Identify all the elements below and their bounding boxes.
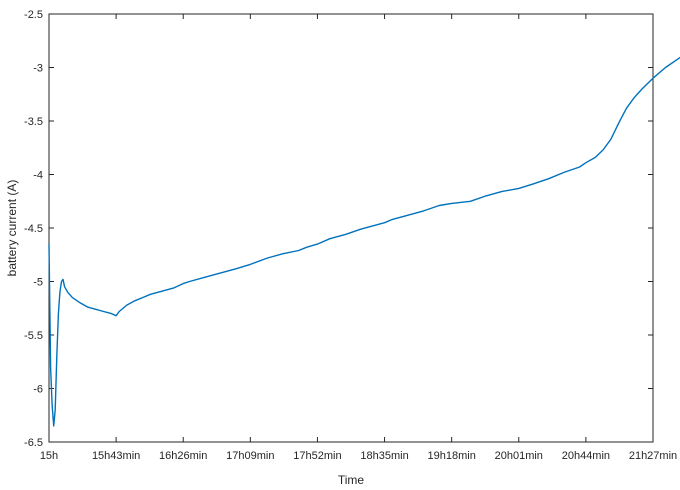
series-line [48, 56, 680, 427]
x-tick-label: 21h27min [629, 450, 677, 462]
x-tick-label: 20h44min [562, 450, 610, 462]
y-tick-label: -6 [33, 384, 43, 396]
x-axis-label: Time [338, 473, 365, 487]
y-tick-label: -6.5 [24, 437, 43, 449]
y-tick-label: -3.5 [24, 116, 43, 128]
x-axis: 15h 15h43min 16h26min 17h09min 17h52min 18h35… [40, 14, 677, 462]
y-tick-label: -4 [33, 170, 43, 182]
y-axis: -2.5 -3 -3.5 -4 -4.5 -5 -5.5 -6 -6.5 [24, 9, 653, 449]
y-tick-label: -5 [33, 277, 43, 289]
y-axis-label: battery current (A) [5, 180, 19, 277]
x-tick-label: 15h [40, 450, 58, 462]
y-tick-label: -2.5 [24, 9, 43, 21]
x-tick-label: 15h43min [92, 450, 140, 462]
y-tick-label: -5.5 [24, 330, 43, 342]
x-tick-label: 20h01min [495, 450, 543, 462]
x-tick-label: 19h18min [428, 450, 476, 462]
y-tick-label: -4.5 [24, 223, 43, 235]
y-tick-label: -3 [33, 63, 43, 75]
plot-area [48, 13, 654, 443]
x-tick-label: 16h26min [159, 450, 207, 462]
x-tick-label: 18h35min [360, 450, 408, 462]
x-tick-label: 17h09min [226, 450, 274, 462]
x-tick-label: 17h52min [293, 450, 341, 462]
